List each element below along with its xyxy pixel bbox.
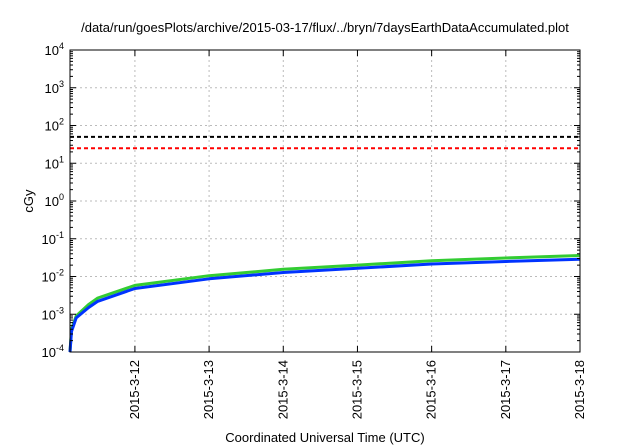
x-axis: 2015-3-12 2015-3-13 2015-3-14 2015-3-15 2015… <box>127 50 587 419</box>
y-tick-label: 100 <box>45 192 64 209</box>
y-axis: 10-4 10-3 10-2 10-1 100 101 102 103 104 <box>42 41 580 360</box>
y-tick-label: 10-1 <box>42 230 64 247</box>
x-tick-label: 2015-3-16 <box>424 360 439 419</box>
reference-lines <box>70 135 580 150</box>
grid <box>70 50 580 352</box>
x-tick-label: 2015-3-18 <box>572 360 587 419</box>
y-tick-label: 101 <box>45 154 64 171</box>
x-axis-label: Coordinated Universal Time (UTC) <box>225 430 424 445</box>
y-tick-label: 104 <box>45 41 64 58</box>
y-tick-label: 10-3 <box>42 305 64 322</box>
y-tick-label: 102 <box>45 117 64 134</box>
y-tick-label: 10-4 <box>42 343 64 360</box>
y-tick-label: 103 <box>45 79 64 96</box>
x-tick-label: 2015-3-14 <box>275 360 290 419</box>
x-tick-label: 2015-3-13 <box>201 360 216 419</box>
y-tick-label: 10-2 <box>42 268 64 285</box>
chart-title: /data/run/goesPlots/archive/2015-03-17/f… <box>81 20 569 35</box>
x-tick-label: 2015-3-12 <box>127 360 142 419</box>
x-tick-label: 2015-3-17 <box>498 360 513 419</box>
y-axis-label: cGy <box>21 189 36 213</box>
series-lines <box>68 254 581 353</box>
x-tick-label: 2015-3-15 <box>349 360 364 419</box>
series-line <box>68 257 581 353</box>
